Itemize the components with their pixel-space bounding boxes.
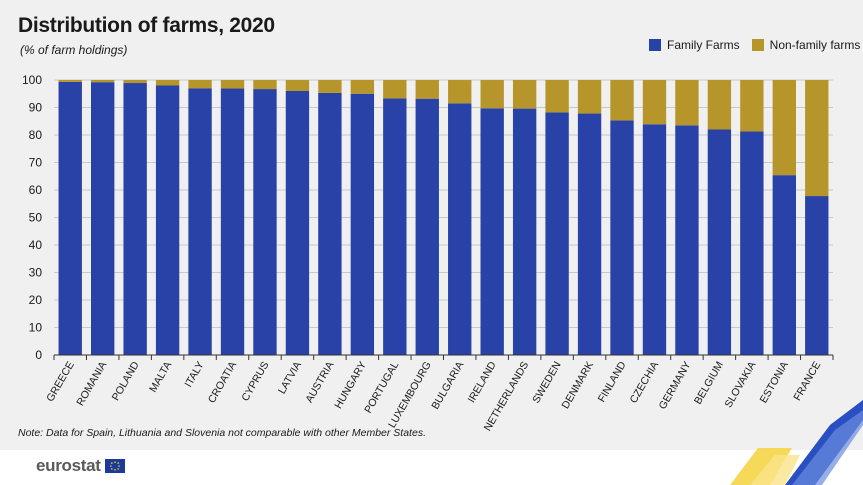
- bar-non-family-portugal: [383, 80, 407, 99]
- bar-non-family-luxembourg: [415, 80, 439, 99]
- bar-family-netherlands: [512, 108, 537, 355]
- x-tick-label-czechia: CZECHIA: [628, 360, 661, 406]
- y-tick-label-100: 100: [22, 73, 42, 87]
- bar-family-greece: [58, 81, 82, 356]
- legend-label-non-family: Non-family farms: [769, 38, 861, 52]
- bar-non-family-austria: [318, 80, 342, 93]
- bar-family-ireland: [480, 108, 504, 355]
- bar-non-family-ireland: [480, 80, 504, 109]
- legend: Family Farms Non-family farms: [637, 38, 860, 52]
- bar-non-family-croatia: [220, 80, 245, 89]
- x-tick-label-ireland: IRELAND: [466, 359, 499, 405]
- bar-family-luxembourg: [415, 98, 439, 355]
- bar-family-sweden: [545, 112, 569, 355]
- bar-non-family-italy: [188, 80, 212, 89]
- y-tick-label-70: 70: [29, 156, 43, 170]
- bar-non-family-malta: [155, 80, 180, 86]
- y-tick-label-30: 30: [29, 266, 43, 280]
- bar-non-family-france: [805, 80, 829, 197]
- bar-non-family-latvia: [285, 80, 310, 91]
- legend-label-family: Family Farms: [667, 38, 740, 52]
- x-tick-label-poland: POLAND: [110, 359, 142, 403]
- x-tick-label-sweden: SWEDEN: [530, 360, 563, 406]
- y-tick-label-60: 60: [29, 183, 43, 197]
- bar-family-czechia: [642, 124, 667, 356]
- x-tick-label-germany: GERMANY: [657, 360, 694, 412]
- bar-non-family-belgium: [707, 80, 732, 130]
- y-tick-label-40: 40: [29, 238, 43, 252]
- bar-family-croatia: [220, 88, 245, 356]
- bar-non-family-finland: [610, 80, 634, 121]
- bar-family-portugal: [383, 98, 407, 356]
- bar-family-estonia: [772, 175, 796, 355]
- y-tick-label-20: 20: [29, 293, 43, 307]
- bar-family-germany: [675, 125, 699, 355]
- bar-family-romania: [91, 82, 115, 355]
- legend-swatch-family: [649, 39, 661, 51]
- bar-family-hungary: [350, 93, 375, 355]
- bar-family-italy: [188, 88, 212, 355]
- bar-family-slovakia: [740, 131, 764, 355]
- y-tick-label-0: 0: [35, 348, 42, 362]
- x-tick-label-malta: MALTA: [147, 360, 174, 395]
- eurostat-logo: eurostat: [36, 456, 125, 476]
- bar-family-poland: [123, 83, 147, 356]
- x-tick-label-cyprus: CYPRUS: [239, 360, 271, 404]
- bar-non-family-hungary: [350, 80, 375, 94]
- bar-family-belgium: [707, 129, 732, 355]
- bar-family-malta: [155, 85, 180, 355]
- x-tick-label-finland: FINLAND: [596, 359, 629, 404]
- bar-family-austria: [318, 92, 342, 356]
- x-tick-label-france: FRANCE: [791, 360, 823, 403]
- legend-item-non-family: Non-family farms: [751, 38, 861, 52]
- x-tick-label-romania: ROMANIA: [74, 360, 109, 408]
- bar-non-family-sweden: [545, 80, 569, 113]
- x-tick-label-latvia: LATVIA: [276, 360, 304, 397]
- x-tick-label-belgium: BELGIUM: [692, 360, 726, 407]
- y-tick-label-50: 50: [29, 211, 43, 225]
- bar-family-france: [805, 196, 829, 355]
- x-tick-label-italy: ITALY: [182, 360, 206, 390]
- legend-swatch-non-family: [751, 39, 764, 51]
- decorative-ribbon: [730, 400, 863, 485]
- bar-non-family-bulgaria: [448, 80, 472, 104]
- bar-family-cyprus: [253, 89, 277, 355]
- y-tick-label-10: 10: [29, 321, 43, 335]
- y-tick-label-80: 80: [29, 128, 43, 142]
- x-tick-label-bulgaria: BULGARIA: [429, 359, 466, 411]
- bar-non-family-denmark: [577, 80, 602, 114]
- bar-family-bulgaria: [448, 103, 472, 355]
- bar-family-finland: [610, 120, 634, 355]
- x-tick-label-croatia: CROATIA: [206, 360, 239, 406]
- eurostat-wordmark: eurostat: [36, 456, 101, 475]
- bar-non-family-romania: [91, 80, 115, 83]
- bar-non-family-slovakia: [740, 80, 764, 132]
- bar-non-family-netherlands: [512, 80, 537, 109]
- bar-non-family-cyprus: [253, 80, 277, 90]
- x-tick-label-austria: AUSTRIA: [303, 360, 336, 405]
- chart-subtitle: (% of farm holdings): [20, 43, 128, 57]
- bar-non-family-germany: [675, 80, 699, 126]
- x-tick-label-hungary: HUNGARY: [332, 360, 369, 411]
- x-tick-label-estonia: ESTONIA: [758, 360, 791, 406]
- bar-non-family-czechia: [642, 80, 667, 125]
- chart-note: Note: Data for Spain, Lithuania and Slov…: [18, 427, 426, 439]
- x-tick-label-greece: GREECE: [44, 360, 77, 404]
- bar-non-family-poland: [123, 80, 147, 84]
- bar-family-latvia: [285, 91, 310, 355]
- chart-title: Distribution of farms, 2020: [18, 14, 275, 37]
- bar-non-family-estonia: [772, 80, 796, 176]
- x-tick-label-denmark: DENMARK: [560, 360, 597, 411]
- eu-flag-icon: [104, 459, 125, 473]
- bar-non-family-greece: [58, 80, 82, 82]
- bar-family-denmark: [577, 113, 602, 355]
- y-tick-label-90: 90: [29, 101, 43, 115]
- legend-item-family: Family Farms: [649, 38, 740, 52]
